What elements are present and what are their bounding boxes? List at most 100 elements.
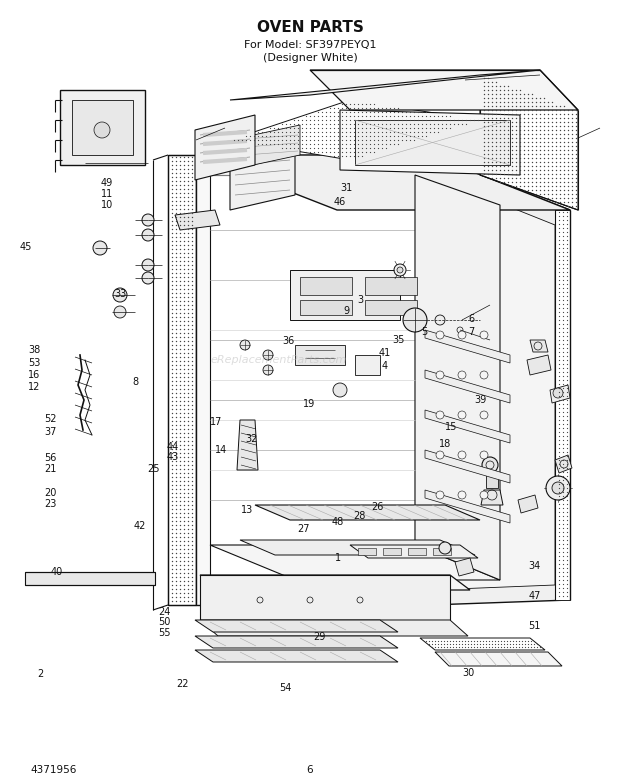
Point	[505, 640, 515, 653]
Point	[333, 118, 343, 131]
Point	[385, 126, 395, 138]
Point	[377, 113, 387, 126]
Point	[558, 582, 568, 594]
Point	[551, 156, 561, 168]
Polygon shape	[392, 579, 417, 585]
Text: 18: 18	[439, 439, 451, 449]
Point	[171, 314, 181, 327]
Point	[179, 327, 189, 339]
Point	[321, 130, 331, 142]
Point	[353, 134, 363, 146]
Point	[175, 251, 185, 264]
Point	[473, 113, 483, 126]
Point	[293, 118, 303, 131]
Point	[337, 126, 347, 138]
Polygon shape	[278, 579, 303, 585]
Point	[183, 271, 193, 283]
Point	[245, 130, 255, 142]
Point	[183, 323, 193, 335]
Point	[539, 95, 549, 108]
Point	[503, 91, 513, 104]
Polygon shape	[433, 548, 451, 555]
Point	[171, 559, 181, 572]
Point	[171, 554, 181, 567]
Point	[571, 160, 581, 172]
Point	[167, 535, 177, 547]
Point	[425, 126, 435, 138]
Point	[547, 131, 557, 144]
Point	[187, 151, 197, 163]
Point	[175, 431, 185, 443]
Point	[531, 108, 541, 120]
Point	[535, 172, 545, 185]
Point	[493, 640, 503, 653]
Point	[175, 571, 185, 583]
Point	[490, 635, 500, 647]
Point	[515, 156, 525, 168]
Text: 7: 7	[468, 327, 474, 336]
Point	[257, 134, 267, 146]
Point	[187, 287, 197, 300]
Point	[305, 109, 315, 122]
Circle shape	[458, 371, 466, 379]
Point	[183, 287, 193, 300]
Point	[539, 140, 549, 152]
Point	[409, 134, 419, 146]
Point	[527, 136, 537, 149]
Point	[535, 160, 545, 172]
Circle shape	[436, 331, 444, 339]
Point	[558, 457, 568, 470]
Point	[424, 638, 434, 651]
Point	[167, 351, 177, 364]
Point	[558, 346, 568, 358]
Point	[409, 118, 419, 131]
Point	[567, 188, 577, 200]
Point	[183, 239, 193, 251]
Point	[441, 122, 451, 135]
Point	[433, 126, 443, 138]
Point	[502, 638, 512, 651]
Point	[183, 335, 193, 347]
Point	[187, 203, 197, 215]
Point	[167, 583, 177, 595]
Point	[179, 267, 189, 279]
Point	[397, 122, 407, 135]
Point	[175, 183, 185, 196]
Point	[167, 367, 177, 379]
Point	[187, 174, 197, 187]
Point	[558, 514, 568, 526]
Polygon shape	[195, 650, 398, 662]
Point	[511, 112, 521, 124]
Point	[325, 102, 335, 114]
Point	[487, 156, 497, 168]
Point	[527, 124, 537, 136]
Point	[519, 172, 529, 185]
Text: 24: 24	[158, 607, 170, 616]
Polygon shape	[555, 455, 572, 473]
Point	[349, 134, 359, 146]
Point	[511, 131, 521, 144]
Point	[441, 113, 451, 126]
Point	[183, 455, 193, 468]
Point	[562, 542, 572, 554]
Point	[554, 502, 564, 515]
Point	[175, 299, 185, 311]
Point	[377, 142, 387, 154]
Point	[567, 140, 577, 152]
Point	[179, 203, 189, 215]
Point	[175, 518, 185, 531]
Point	[551, 152, 561, 164]
Point	[543, 168, 553, 181]
Point	[558, 321, 568, 334]
Point	[183, 431, 193, 443]
Point	[167, 539, 177, 551]
Point	[393, 138, 403, 150]
Point	[183, 399, 193, 411]
Point	[261, 126, 271, 138]
Point	[531, 144, 541, 156]
Point	[377, 106, 387, 118]
Point	[187, 551, 197, 563]
Point	[543, 124, 553, 136]
Point	[361, 138, 371, 150]
Point	[563, 148, 573, 160]
